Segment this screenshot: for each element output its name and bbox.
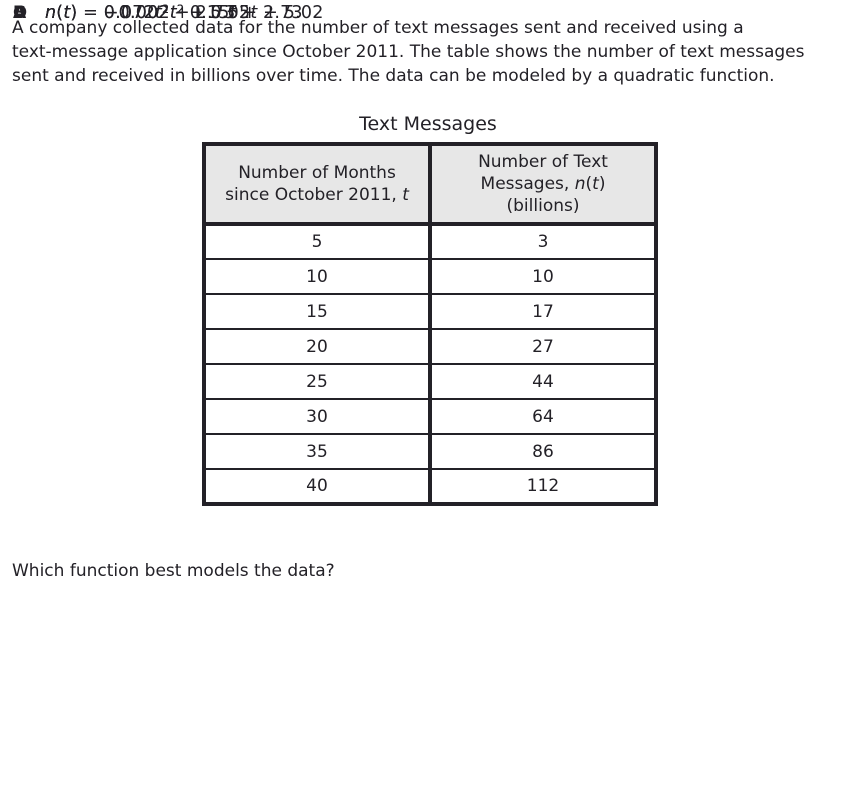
cell-messages: 10 <box>429 258 657 295</box>
table-body: 5 3 10 10 15 17 20 27 25 44 30 64 35 86 40 112 <box>203 223 657 505</box>
option-letter: C <box>13 3 26 23</box>
cell-messages: 44 <box>429 363 657 400</box>
cell-messages: 17 <box>429 293 657 330</box>
header-line: Number of Months <box>238 163 396 183</box>
option-letter: B <box>13 3 26 23</box>
table-row: 10 10 <box>203 258 657 295</box>
table-header-months: Number of Months since October 2011, t <box>203 143 432 226</box>
option-letter: A <box>13 3 27 23</box>
intro-line: text-message application since October 2… <box>12 42 805 62</box>
table-title: Text Messages <box>359 113 497 135</box>
table-row: 25 44 <box>203 363 657 400</box>
header-line: Messages, n(t) <box>480 174 606 194</box>
cell-months: 35 <box>203 433 432 470</box>
cell-months: 40 <box>203 468 432 505</box>
answer-option-c[interactable]: C n(t) = −0.002t2 + 5.02 <box>13 0 250 26</box>
cell-messages: 27 <box>429 328 657 365</box>
cell-months: 30 <box>203 398 432 435</box>
table-row: 30 64 <box>203 398 657 435</box>
answer-option-a[interactable]: A n(t) = −0.002t2 + 0.55t + 5.02 <box>13 0 324 26</box>
cell-messages: 112 <box>429 468 657 505</box>
answer-option-d[interactable]: D n(t) = 0.072t2 + 2.73 <box>13 0 235 26</box>
option-formula: n(t) = −0.002t2 + 0.55t + 5.02 <box>45 2 324 23</box>
cell-months: 5 <box>203 223 432 260</box>
cell-months: 25 <box>203 363 432 400</box>
table-row: 15 17 <box>203 293 657 330</box>
data-table-wrapper: Number of Months since October 2011, t N… <box>202 142 658 506</box>
intro-line: sent and received in billions over time.… <box>12 66 775 86</box>
option-formula: n(t) = 0.072t2 + 2.73 <box>45 2 236 23</box>
cell-messages: 3 <box>429 223 657 260</box>
header-line: (billions) <box>506 196 580 216</box>
intro-line: A company collected data for the number … <box>12 18 744 38</box>
table-header-messages: Number of Text Messages, n(t) (billions) <box>429 143 657 226</box>
table-header-row: Number of Months since October 2011, t N… <box>203 143 657 226</box>
cell-months: 15 <box>203 293 432 330</box>
cell-messages: 86 <box>429 433 657 470</box>
answer-option-b[interactable]: B n(t) = 0.072t2 – 0.15t + 2.73 <box>13 0 303 26</box>
cell-months: 10 <box>203 258 432 295</box>
cell-messages: 64 <box>429 398 657 435</box>
option-formula: n(t) = −0.002t2 + 5.02 <box>45 2 251 23</box>
table-row: 20 27 <box>203 328 657 365</box>
question-text: Which function best models the data? <box>12 561 335 581</box>
question-intro: A company collected data for the number … <box>12 16 804 88</box>
table-row: 35 86 <box>203 433 657 470</box>
header-line: since October 2011, t <box>225 185 409 205</box>
header-line: Number of Text <box>478 152 608 172</box>
data-table: Number of Months since October 2011, t N… <box>202 142 658 506</box>
option-formula: n(t) = 0.072t2 – 0.15t + 2.73 <box>45 2 303 23</box>
cell-months: 20 <box>203 328 432 365</box>
option-letter: D <box>13 3 28 23</box>
table-row: 40 112 <box>203 468 657 505</box>
